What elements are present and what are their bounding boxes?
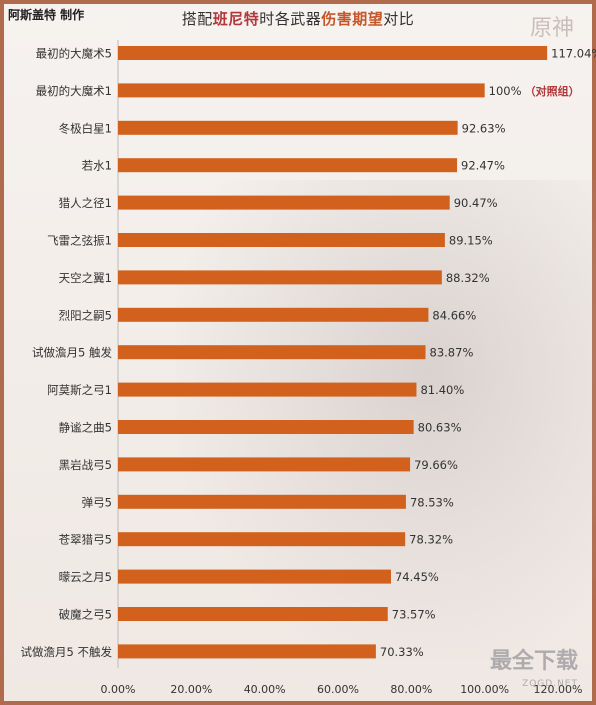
data-label: 100% [489,84,522,98]
data-label: 84.66% [432,308,476,322]
category-label: 弹弓5 [82,495,112,509]
annotation-label: （对照组） [525,84,580,98]
category-label: 静谧之曲5 [59,421,112,435]
bar [118,270,442,285]
bar [118,83,485,98]
watermark-url: ZQGD.NET [522,679,578,689]
x-tick-label: 80.00% [390,683,432,696]
bar [118,644,376,659]
category-label: 苍翠猎弓5 [59,533,112,547]
genshin-logo: 原神 [529,16,574,41]
x-tick-label: 120.00% [534,683,583,696]
data-label: 73.57% [392,608,436,622]
data-label: 92.47% [461,159,505,173]
title-part: 搭配 [181,10,213,28]
data-label: 78.53% [410,495,454,509]
title-part: 对比 [383,10,415,28]
data-label: 90.47% [454,196,498,210]
x-tick-label: 0.00% [101,683,136,696]
category-label: 天空之翼1 [59,271,112,285]
bar [118,307,429,322]
category-label: 若水1 [82,159,112,173]
bar [118,420,414,434]
title-part-highlight: 班尼特 [212,10,260,28]
bar [118,46,548,60]
category-label: 猎人之径1 [59,196,112,210]
x-tick-label: 20.00% [170,683,212,696]
data-label: 70.33% [380,645,424,659]
category-label: 最初的大魔术1 [36,84,112,98]
watermark-logo: 最全下载 [489,649,578,674]
bar [118,532,406,547]
x-tick-label: 40.00% [244,683,286,696]
data-label: 81.40% [420,383,464,397]
category-label: 试做澹月5 触发 [32,346,112,360]
category-label: 黑岩战弓5 [59,458,112,472]
bar [118,195,450,210]
category-label: 最初的大魔术5 [36,47,112,61]
title-part-highlight: 伤害期望 [321,10,384,28]
data-label: 78.32% [409,533,453,547]
bar [118,457,411,472]
data-label: 79.66% [414,458,458,472]
bar [118,158,458,173]
bar [118,233,445,247]
bar [118,607,388,621]
category-label: 阿莫斯之弓1 [47,383,112,397]
x-tick-label: 100.00% [460,683,509,696]
category-label: 破魔之弓5 [59,608,112,622]
bar [118,569,391,584]
x-tick-label: 60.00% [317,683,359,696]
category-label: 曚云之月5 [59,570,112,584]
chart-title: 搭配班尼特时各武器伤害期望对比 [0,8,596,29]
bar [118,494,406,509]
title-part: 时各武器 [259,10,322,28]
category-label: 冬极白星1 [59,121,112,135]
bar [118,382,417,397]
data-label: 88.32% [446,271,490,285]
category-label: 烈阳之嗣5 [59,308,112,322]
bar [118,120,458,135]
author-credit: 阿斯盖特 制作 [8,8,85,22]
data-label: 92.63% [462,121,506,135]
category-label: 飞雷之弦振1 [47,234,112,248]
data-label: 74.45% [395,570,439,584]
data-label: 83.87% [430,346,474,360]
data-label: 89.15% [449,234,493,248]
data-label: 80.63% [418,421,462,435]
data-label: 117.04% [551,47,596,61]
category-label: 试做澹月5 不触发 [21,645,113,659]
bar [118,345,426,360]
